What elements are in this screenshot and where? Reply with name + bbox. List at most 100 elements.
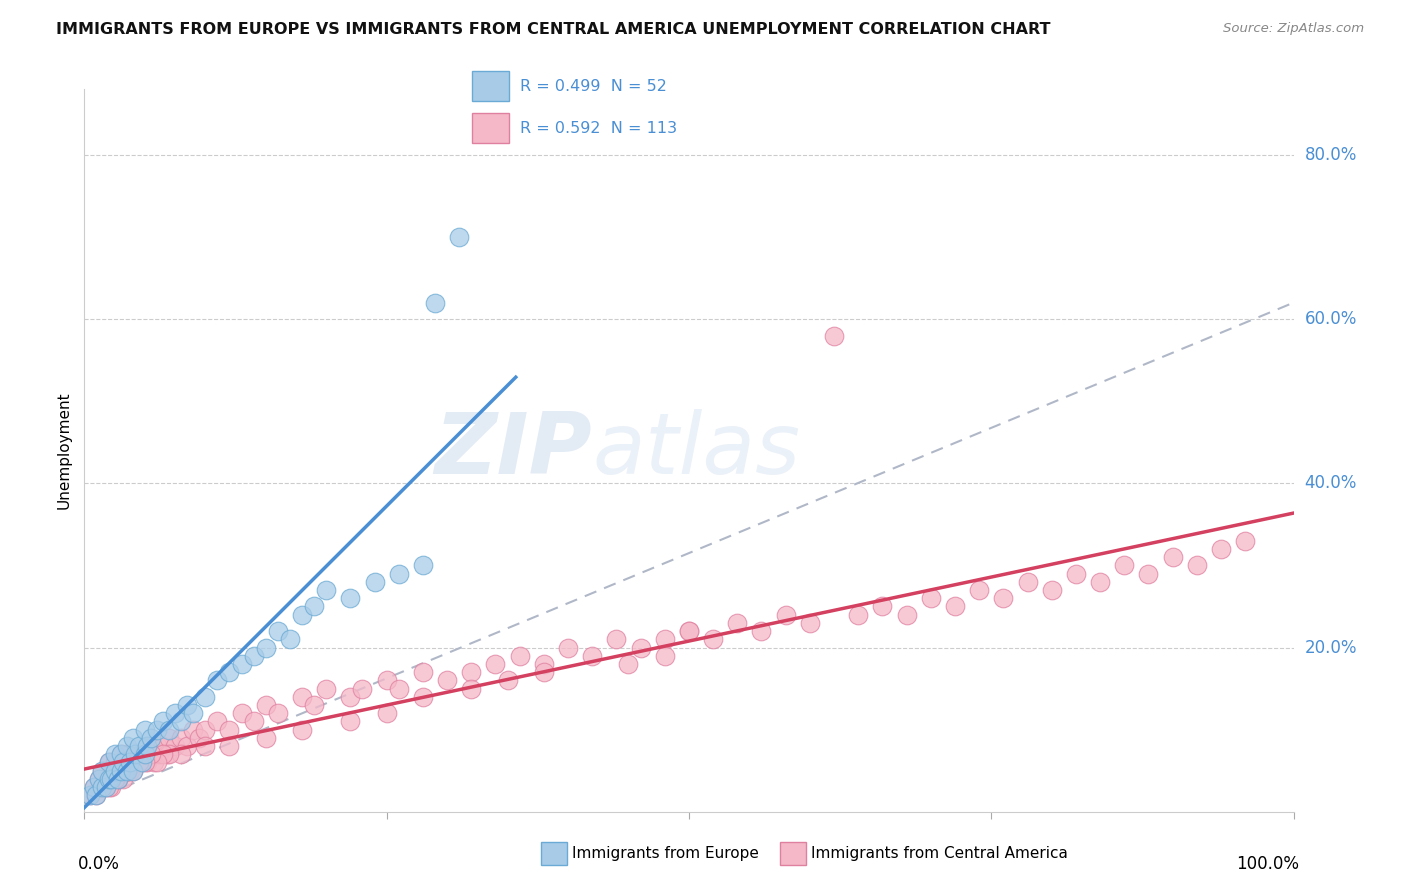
Point	[617, 657, 640, 671]
Point	[194, 739, 217, 753]
Point	[388, 566, 411, 581]
Point	[291, 690, 314, 704]
Point	[112, 756, 135, 770]
Point	[97, 756, 120, 770]
Point	[124, 756, 146, 770]
Point	[654, 632, 676, 647]
Point	[100, 780, 122, 794]
Point	[139, 747, 162, 762]
Point	[1088, 574, 1111, 589]
Point	[87, 772, 110, 786]
Text: Source: ZipAtlas.com: Source: ZipAtlas.com	[1223, 22, 1364, 36]
Point	[104, 764, 127, 778]
Point	[134, 723, 156, 737]
Point	[91, 780, 114, 794]
Point	[231, 706, 253, 721]
Point	[460, 665, 482, 680]
Point	[207, 673, 229, 688]
Point	[751, 624, 773, 639]
Point	[654, 648, 676, 663]
Point	[97, 780, 120, 794]
Point	[181, 706, 204, 721]
Point	[110, 747, 132, 762]
Point	[83, 780, 105, 794]
Point	[181, 723, 204, 737]
Point	[107, 772, 129, 786]
Point	[148, 747, 170, 762]
Point	[157, 747, 180, 762]
Text: Immigrants from Central America: Immigrants from Central America	[811, 847, 1069, 861]
Text: 20.0%: 20.0%	[1305, 639, 1357, 657]
Point	[136, 739, 159, 753]
Point	[533, 657, 555, 671]
Point	[605, 632, 627, 647]
Point	[339, 591, 361, 606]
Point	[104, 772, 127, 786]
Point	[872, 599, 894, 614]
Point	[120, 764, 142, 778]
Point	[581, 648, 603, 663]
Point	[339, 690, 361, 704]
Point	[121, 764, 143, 778]
Point	[557, 640, 579, 655]
Point	[104, 772, 127, 786]
Point	[725, 615, 748, 630]
Text: ZIP: ZIP	[434, 409, 592, 492]
Point	[509, 648, 531, 663]
Point	[121, 731, 143, 745]
Text: Immigrants from Europe: Immigrants from Europe	[572, 847, 759, 861]
Point	[97, 756, 120, 770]
Point	[131, 756, 153, 770]
Point	[104, 747, 127, 762]
Point	[152, 739, 174, 753]
Point	[194, 723, 217, 737]
FancyBboxPatch shape	[472, 113, 509, 143]
Point	[120, 756, 142, 770]
FancyBboxPatch shape	[472, 71, 509, 101]
Point	[630, 640, 652, 655]
Point	[134, 756, 156, 770]
Point	[104, 756, 127, 770]
Point	[339, 714, 361, 729]
Point	[943, 599, 966, 614]
Point	[436, 673, 458, 688]
Point	[176, 739, 198, 753]
Point	[155, 747, 177, 762]
Point	[94, 780, 117, 794]
Point	[146, 723, 169, 737]
Point	[157, 731, 180, 745]
Point	[100, 772, 122, 786]
Point	[143, 756, 166, 770]
Point	[165, 739, 187, 753]
Point	[775, 607, 797, 622]
Point	[91, 780, 114, 794]
Point	[170, 731, 193, 745]
Point	[121, 764, 143, 778]
Point	[91, 764, 114, 778]
Point	[136, 756, 159, 770]
Point	[139, 739, 162, 753]
Point	[97, 772, 120, 786]
Point	[678, 624, 700, 639]
Point	[110, 747, 132, 762]
Point	[412, 558, 434, 573]
Point	[152, 747, 174, 762]
Point	[1114, 558, 1136, 573]
Point	[134, 747, 156, 762]
Text: 80.0%: 80.0%	[1305, 146, 1357, 164]
Point	[134, 747, 156, 762]
Point	[412, 690, 434, 704]
Point	[94, 780, 117, 794]
Point	[449, 230, 471, 244]
Point	[315, 681, 337, 696]
Point	[302, 698, 325, 712]
Point	[1209, 541, 1232, 556]
Point	[823, 328, 845, 343]
Point	[291, 723, 314, 737]
Point	[86, 789, 108, 803]
Point	[846, 607, 869, 622]
Point	[139, 731, 162, 745]
Point	[110, 764, 132, 778]
Y-axis label: Unemployment: Unemployment	[56, 392, 72, 509]
Point	[83, 780, 105, 794]
